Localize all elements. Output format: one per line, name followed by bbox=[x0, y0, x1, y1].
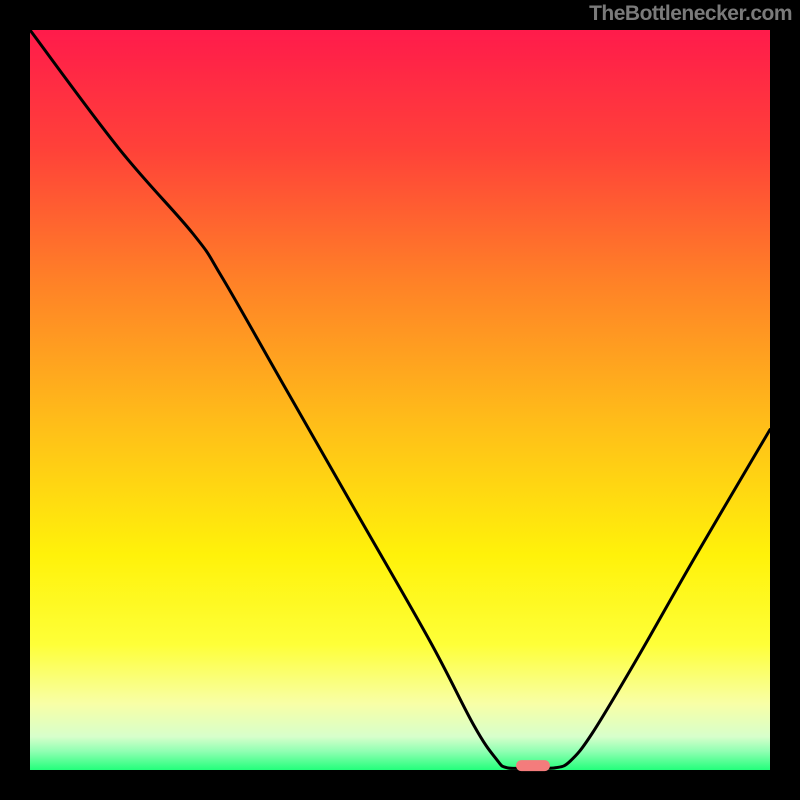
curve-path bbox=[30, 30, 770, 768]
chart-frame: TheBottlenecker.com bbox=[0, 0, 800, 800]
optimal-marker bbox=[516, 760, 550, 772]
plot-area bbox=[30, 30, 770, 770]
bottleneck-curve bbox=[30, 30, 770, 770]
watermark-text: TheBottlenecker.com bbox=[589, 2, 792, 26]
